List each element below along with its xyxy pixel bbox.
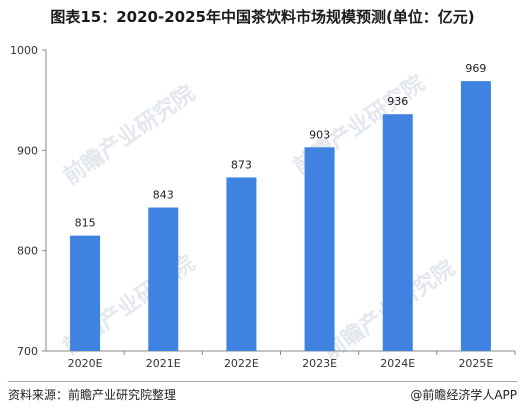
data-label: 903 <box>309 128 330 141</box>
bar <box>226 177 257 351</box>
data-label: 843 <box>153 189 174 202</box>
y-tick-label: 1000 <box>10 44 38 57</box>
y-tick-label: 800 <box>17 245 38 258</box>
x-tick-label: 2022E <box>224 357 259 370</box>
brand-credit: @前瞻经济学人APP <box>410 388 517 402</box>
source-note: 资料来源：前瞻产业研究院整理 <box>8 388 177 402</box>
watermark-text: 前瞻产业研究院 <box>59 80 200 190</box>
chart-title: 图表15：2020-2025年中国茶饮料市场规模预测(单位：亿元) <box>50 8 475 26</box>
bar <box>304 147 335 351</box>
y-tick-labels: 700 800 900 1000 <box>10 44 38 358</box>
data-label: 873 <box>231 158 252 171</box>
x-tick-label: 2021E <box>146 357 181 370</box>
x-tick-label: 2023E <box>302 357 337 370</box>
bar-chart: 前瞻产业研究院 前瞻产业研究院 前瞻产业研究院 前瞻产业研究院 81584387… <box>10 44 516 370</box>
x-tick-label: 2020E <box>68 357 103 370</box>
data-label: 969 <box>465 62 486 75</box>
bar <box>70 235 101 351</box>
x-tick-labels: 2020E 2021E 2022E 2023E 2024E 2025E <box>68 357 494 370</box>
y-tick-label: 700 <box>17 345 38 358</box>
y-tick-label: 900 <box>17 144 38 157</box>
footer: 资料来源：前瞻产业研究院整理 @前瞻经济学人APP <box>8 386 517 404</box>
axes <box>42 49 516 355</box>
bar <box>148 207 179 351</box>
data-label: 936 <box>387 95 408 108</box>
x-tick-label: 2025E <box>458 357 493 370</box>
data-label: 815 <box>75 217 96 230</box>
footer-divider <box>8 381 517 382</box>
bar <box>382 114 413 351</box>
bar <box>460 81 491 351</box>
data-labels: 815 843 873 903 936 969 <box>75 62 487 230</box>
x-tick-label: 2024E <box>380 357 415 370</box>
bars <box>70 81 491 351</box>
